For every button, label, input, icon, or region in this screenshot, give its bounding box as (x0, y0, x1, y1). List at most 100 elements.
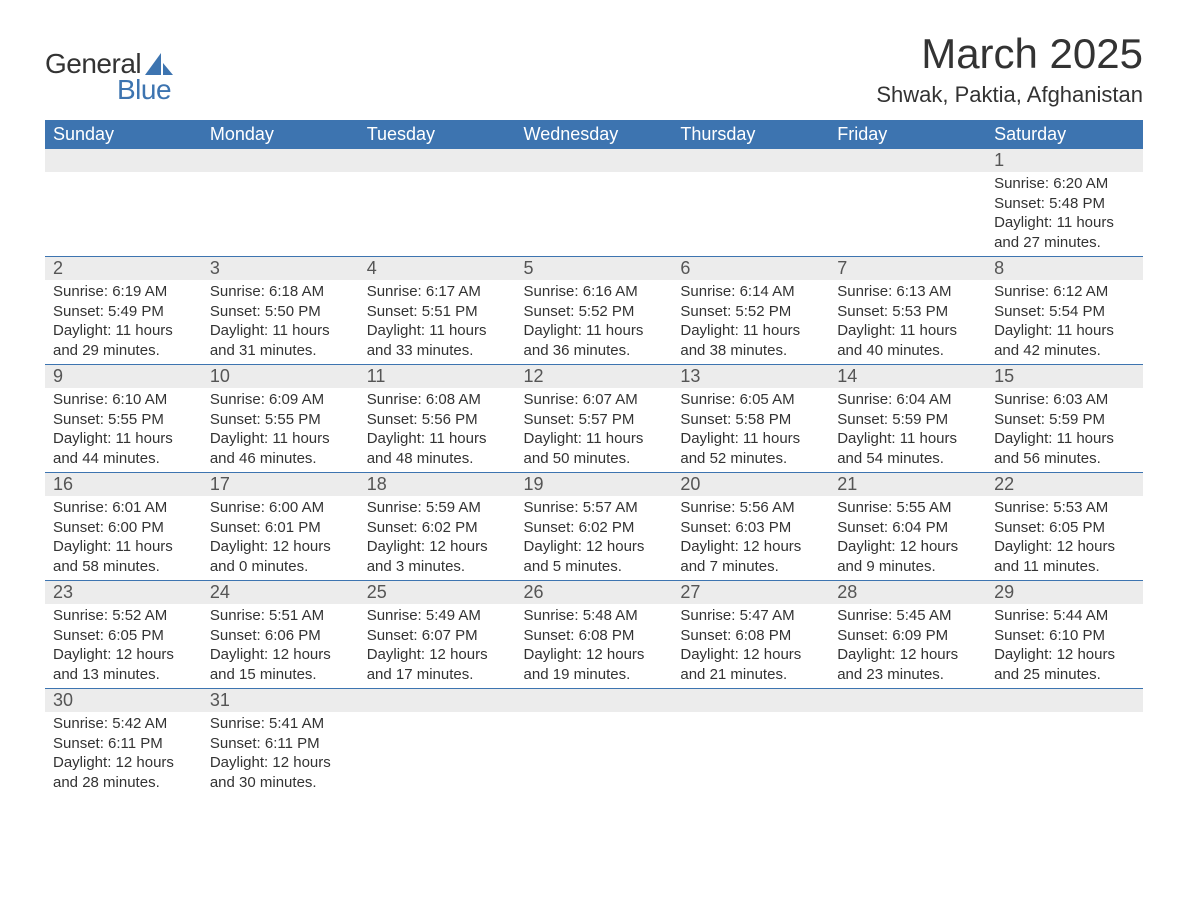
day-number: 31 (202, 689, 359, 712)
day-number: 26 (516, 581, 673, 604)
day-number: 2 (45, 257, 202, 280)
sunrise-line: Sunrise: 5:48 AM (524, 606, 665, 626)
day-number: 11 (359, 365, 516, 388)
week-daynum-row: 9101112131415 (45, 365, 1143, 389)
day-number: 3 (202, 257, 359, 280)
week-daynum-row: 16171819202122 (45, 473, 1143, 497)
daylight-line: Daylight: 12 hours and 0 minutes. (210, 537, 351, 576)
sunrise-line: Sunrise: 5:42 AM (53, 714, 194, 734)
day-number: 29 (986, 581, 1143, 604)
day-content: Sunrise: 6:01 AMSunset: 6:00 PMDaylight:… (45, 496, 202, 580)
empty-daynum (516, 149, 673, 172)
sunset-line: Sunset: 5:55 PM (53, 410, 194, 430)
daylight-line: Daylight: 12 hours and 19 minutes. (524, 645, 665, 684)
sunrise-line: Sunrise: 6:08 AM (367, 390, 508, 410)
day-number: 16 (45, 473, 202, 496)
daylight-line: Daylight: 11 hours and 54 minutes. (837, 429, 978, 468)
sunrise-line: Sunrise: 6:12 AM (994, 282, 1135, 302)
sunset-line: Sunset: 5:54 PM (994, 302, 1135, 322)
day-header: Wednesday (516, 120, 673, 149)
calendar-table: SundayMondayTuesdayWednesdayThursdayFrid… (45, 120, 1143, 796)
empty-daynum (829, 689, 986, 712)
daylight-line: Daylight: 11 hours and 44 minutes. (53, 429, 194, 468)
sunrise-line: Sunrise: 5:51 AM (210, 606, 351, 626)
empty-daynum (45, 149, 202, 172)
daylight-line: Daylight: 11 hours and 31 minutes. (210, 321, 351, 360)
sunset-line: Sunset: 6:11 PM (53, 734, 194, 754)
sunrise-line: Sunrise: 5:49 AM (367, 606, 508, 626)
day-content: Sunrise: 5:41 AMSunset: 6:11 PMDaylight:… (202, 712, 359, 796)
day-number: 5 (516, 257, 673, 280)
empty-daynum (829, 149, 986, 172)
sunset-line: Sunset: 5:56 PM (367, 410, 508, 430)
day-number: 10 (202, 365, 359, 388)
sunrise-line: Sunrise: 5:44 AM (994, 606, 1135, 626)
empty-daynum (672, 689, 829, 712)
week-content-row: Sunrise: 6:20 AMSunset: 5:48 PMDaylight:… (45, 172, 1143, 257)
daylight-line: Daylight: 12 hours and 15 minutes. (210, 645, 351, 684)
sunrise-line: Sunrise: 6:10 AM (53, 390, 194, 410)
sunrise-line: Sunrise: 6:16 AM (524, 282, 665, 302)
day-number: 17 (202, 473, 359, 496)
sunrise-line: Sunrise: 6:01 AM (53, 498, 194, 518)
day-content: Sunrise: 6:16 AMSunset: 5:52 PMDaylight:… (516, 280, 673, 364)
empty-content (516, 172, 673, 198)
daylight-line: Daylight: 12 hours and 23 minutes. (837, 645, 978, 684)
daylight-line: Daylight: 11 hours and 40 minutes. (837, 321, 978, 360)
empty-daynum (986, 689, 1143, 712)
sunrise-line: Sunrise: 6:14 AM (680, 282, 821, 302)
daylight-line: Daylight: 11 hours and 33 minutes. (367, 321, 508, 360)
day-content: Sunrise: 5:49 AMSunset: 6:07 PMDaylight:… (359, 604, 516, 688)
day-content: Sunrise: 5:57 AMSunset: 6:02 PMDaylight:… (516, 496, 673, 580)
week-daynum-row: 3031 (45, 689, 1143, 713)
calendar-body: 1 Sunrise: 6:20 AMSunset: 5:48 PMDayligh… (45, 149, 1143, 796)
daylight-line: Daylight: 12 hours and 13 minutes. (53, 645, 194, 684)
sunset-line: Sunset: 6:02 PM (367, 518, 508, 538)
month-title: March 2025 (876, 30, 1143, 78)
empty-daynum (359, 149, 516, 172)
sunrise-line: Sunrise: 5:56 AM (680, 498, 821, 518)
day-content: Sunrise: 6:08 AMSunset: 5:56 PMDaylight:… (359, 388, 516, 472)
day-number: 23 (45, 581, 202, 604)
sunrise-line: Sunrise: 5:55 AM (837, 498, 978, 518)
day-content: Sunrise: 6:03 AMSunset: 5:59 PMDaylight:… (986, 388, 1143, 472)
sunset-line: Sunset: 6:11 PM (210, 734, 351, 754)
daylight-line: Daylight: 12 hours and 9 minutes. (837, 537, 978, 576)
day-number: 18 (359, 473, 516, 496)
sunset-line: Sunset: 6:01 PM (210, 518, 351, 538)
sunset-line: Sunset: 6:10 PM (994, 626, 1135, 646)
daylight-line: Daylight: 12 hours and 21 minutes. (680, 645, 821, 684)
sunrise-line: Sunrise: 6:04 AM (837, 390, 978, 410)
day-number: 13 (672, 365, 829, 388)
title-block: March 2025 Shwak, Paktia, Afghanistan (876, 30, 1143, 108)
daylight-line: Daylight: 12 hours and 5 minutes. (524, 537, 665, 576)
week-content-row: Sunrise: 5:52 AMSunset: 6:05 PMDaylight:… (45, 604, 1143, 689)
daylight-line: Daylight: 11 hours and 36 minutes. (524, 321, 665, 360)
day-content: Sunrise: 5:55 AMSunset: 6:04 PMDaylight:… (829, 496, 986, 580)
day-number: 21 (829, 473, 986, 496)
sunrise-line: Sunrise: 5:59 AM (367, 498, 508, 518)
sunset-line: Sunset: 6:00 PM (53, 518, 194, 538)
empty-content (516, 712, 673, 738)
daylight-line: Daylight: 12 hours and 28 minutes. (53, 753, 194, 792)
daylight-line: Daylight: 11 hours and 27 minutes. (994, 213, 1135, 252)
sunrise-line: Sunrise: 6:07 AM (524, 390, 665, 410)
day-header: Monday (202, 120, 359, 149)
sunset-line: Sunset: 5:58 PM (680, 410, 821, 430)
empty-daynum (672, 149, 829, 172)
day-content: Sunrise: 6:12 AMSunset: 5:54 PMDaylight:… (986, 280, 1143, 364)
logo: General Blue (45, 30, 173, 106)
daylight-line: Daylight: 12 hours and 3 minutes. (367, 537, 508, 576)
logo-text-blue: Blue (117, 74, 171, 106)
sunset-line: Sunset: 5:59 PM (994, 410, 1135, 430)
empty-content (672, 172, 829, 198)
sunset-line: Sunset: 5:48 PM (994, 194, 1135, 214)
daylight-line: Daylight: 11 hours and 56 minutes. (994, 429, 1135, 468)
sunset-line: Sunset: 6:02 PM (524, 518, 665, 538)
sunset-line: Sunset: 5:59 PM (837, 410, 978, 430)
day-content: Sunrise: 6:14 AMSunset: 5:52 PMDaylight:… (672, 280, 829, 364)
sunrise-line: Sunrise: 5:53 AM (994, 498, 1135, 518)
sunset-line: Sunset: 5:55 PM (210, 410, 351, 430)
empty-content (986, 712, 1143, 738)
sunrise-line: Sunrise: 5:45 AM (837, 606, 978, 626)
